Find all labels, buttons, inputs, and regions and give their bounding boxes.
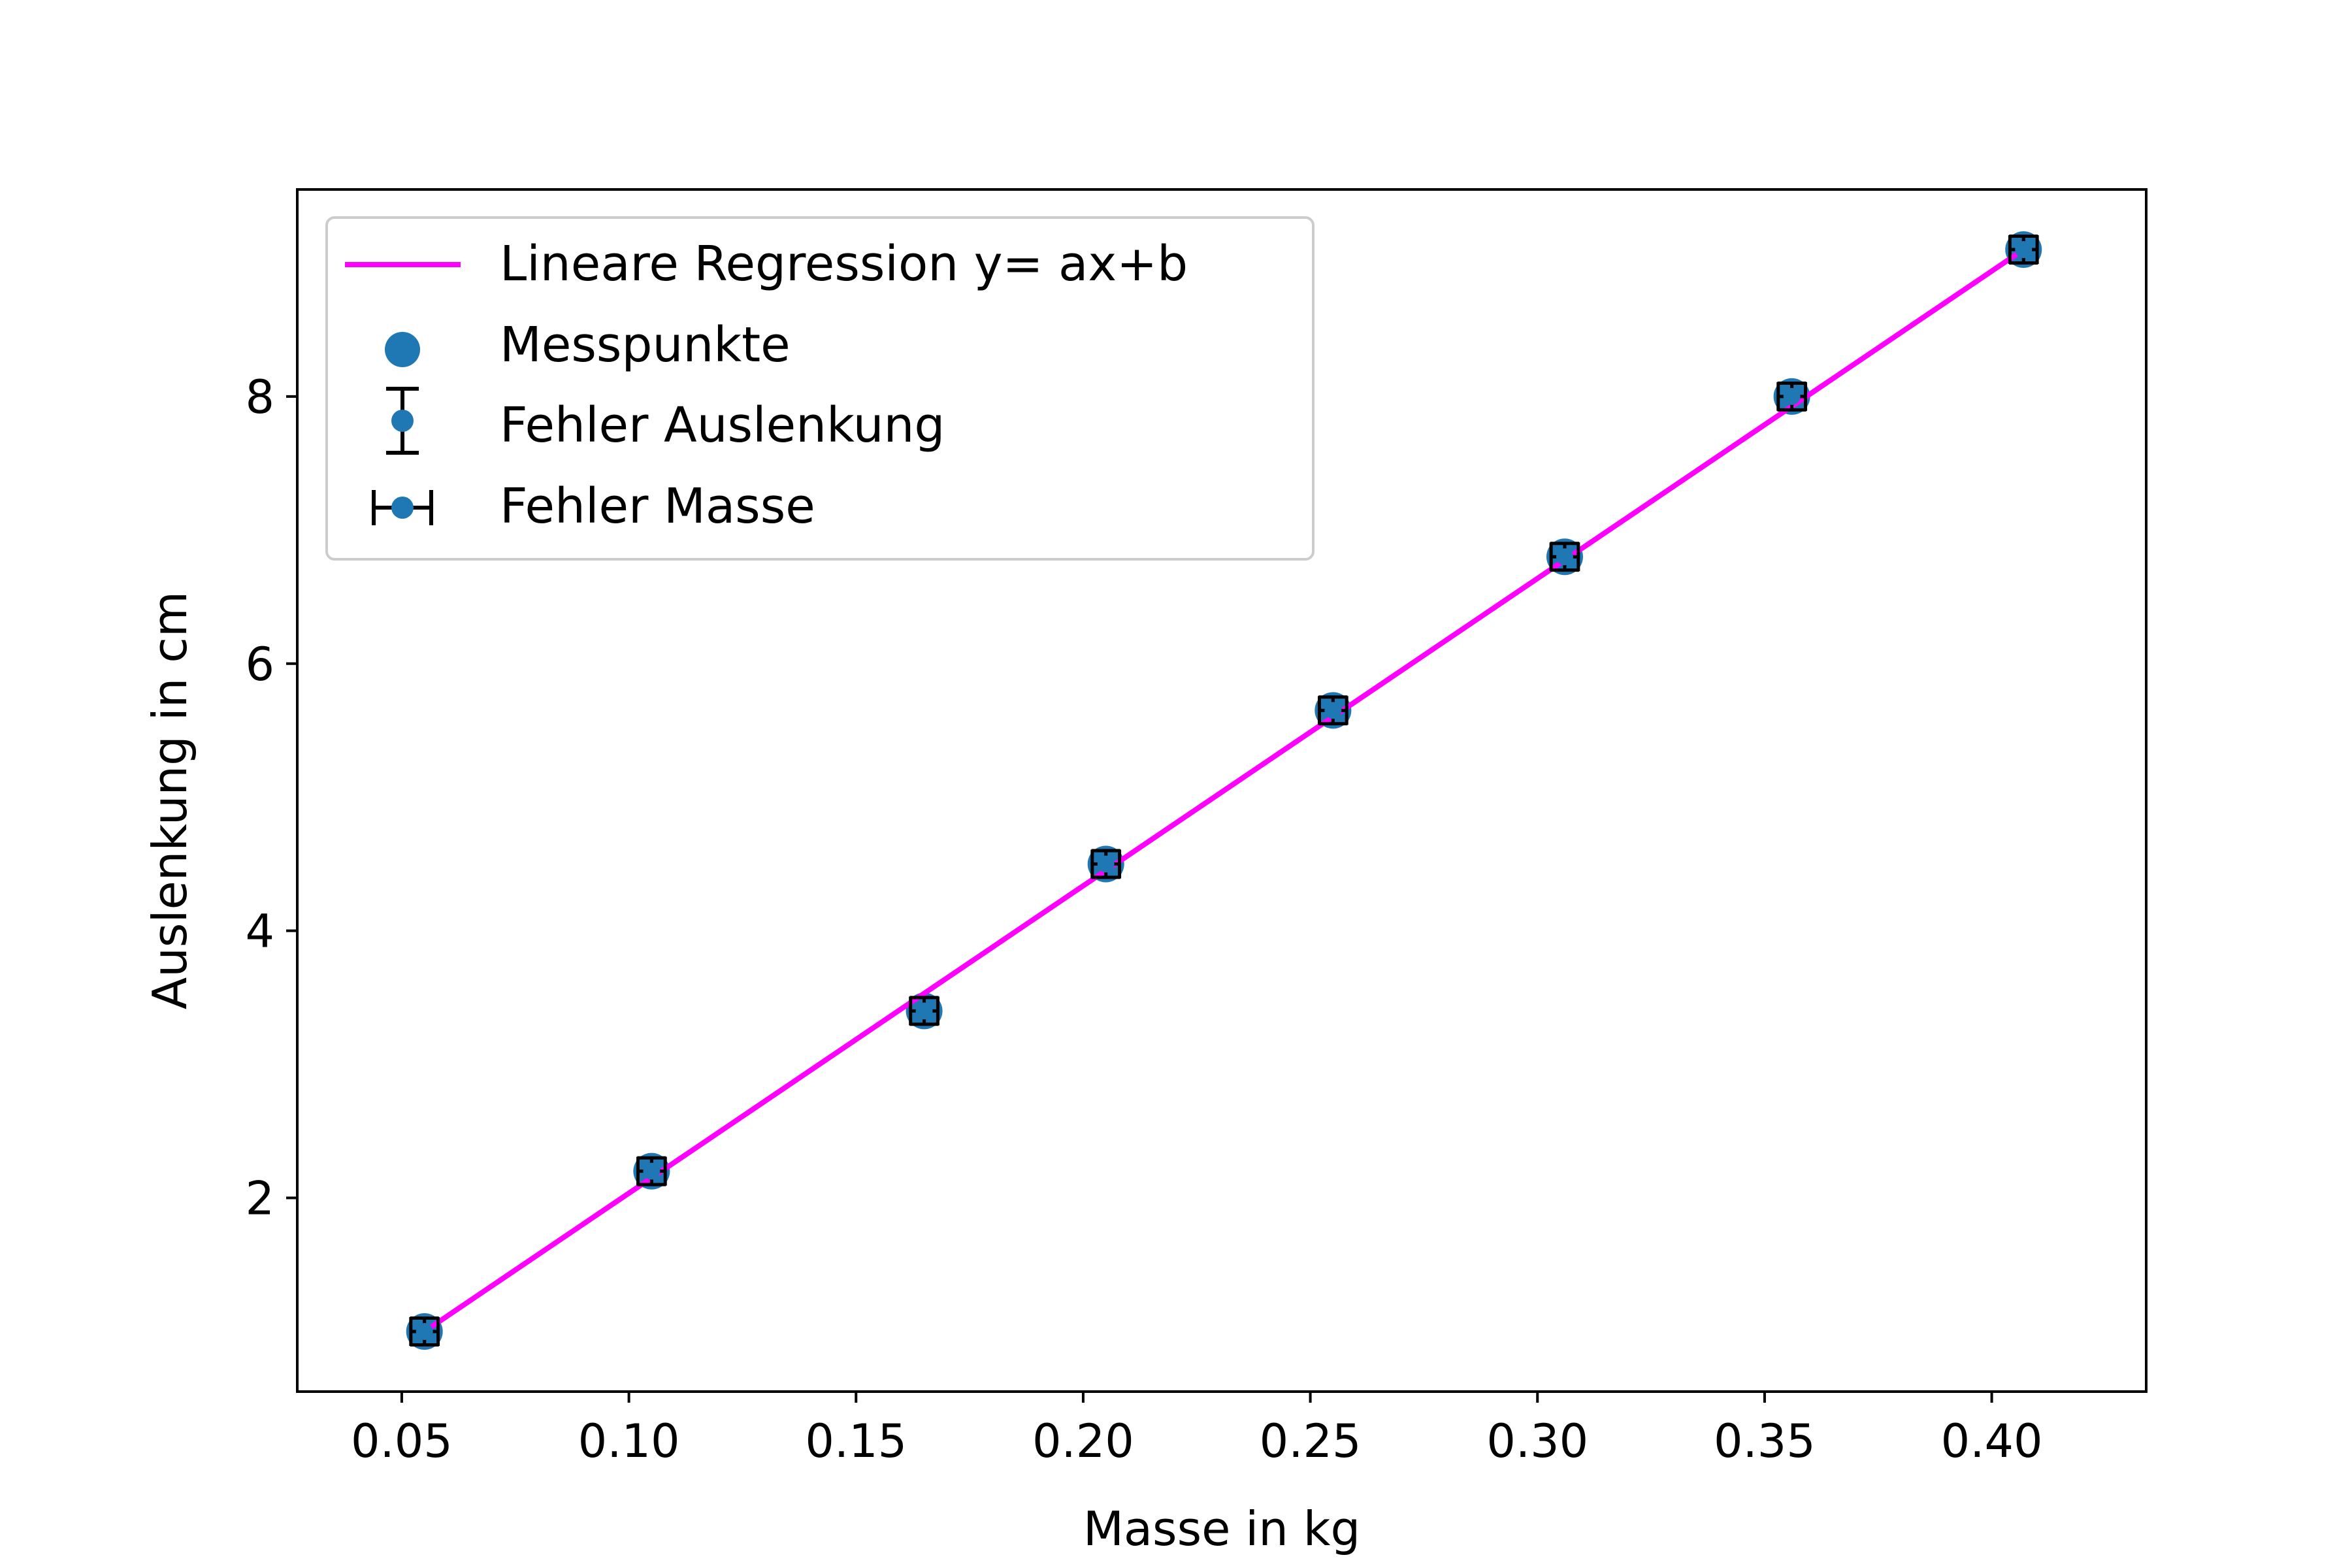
y-tick-label: 4	[245, 905, 274, 958]
error-bar-center	[915, 1002, 933, 1020]
legend-marker-y-error	[386, 387, 419, 455]
legend-label-x-error: Fehler Masse	[500, 478, 815, 534]
error-bar-center	[1556, 548, 1573, 566]
plot-frame	[296, 188, 2148, 1393]
legend-marker-x-error	[372, 490, 433, 525]
x-error-bar	[1317, 696, 1348, 725]
legend: Lineare Regression y= ax+b Messpunkte Fe…	[325, 216, 1315, 561]
error-bar-center	[416, 1323, 433, 1340]
x-axis-label: Masse in kg	[1083, 1501, 1360, 1556]
x-error-bar	[409, 1317, 440, 1346]
x-error-bar	[636, 1156, 667, 1186]
y-axis-label: Auslenkung in cm	[142, 591, 197, 1009]
x-tick-label: 0.40	[1941, 1414, 2043, 1468]
x-error-bar	[2008, 235, 2039, 264]
x-error-bar	[1776, 382, 1808, 411]
x-error-bar	[909, 996, 939, 1026]
error-bar-center	[643, 1162, 661, 1180]
legend-marker-points	[385, 332, 420, 367]
x-tick-label: 0.35	[1714, 1414, 1816, 1468]
error-bar-center	[1783, 387, 1801, 405]
y-tick-label: 2	[245, 1172, 274, 1226]
x-tick-label: 0.10	[578, 1414, 680, 1468]
x-error-bar	[1549, 542, 1580, 572]
legend-label-points: Messpunkte	[500, 317, 791, 373]
x-error-bar	[1090, 849, 1122, 879]
legend-label-regression: Lineare Regression y= ax+b	[500, 236, 1188, 292]
error-bar-center	[1324, 702, 1342, 719]
y-axis: 2 4 6 8	[245, 370, 297, 1226]
y-tick-label: 8	[245, 370, 274, 424]
x-tick-label: 0.30	[1486, 1414, 1588, 1468]
error-bar-center	[2015, 241, 2033, 258]
x-tick-label: 0.25	[1260, 1414, 1362, 1468]
x-tick-label: 0.05	[351, 1414, 453, 1468]
x-tick-label: 0.15	[805, 1414, 907, 1468]
x-tick-label: 0.20	[1032, 1414, 1134, 1468]
legend-label-y-error: Fehler Auslenkung	[500, 397, 945, 453]
x-axis: 0.05 0.10 0.15 0.20 0.25 0.30 0.35 0.40	[351, 1392, 2043, 1468]
legend-box	[325, 216, 1315, 561]
error-bar-center	[1097, 855, 1115, 873]
regression-line	[423, 247, 2025, 1334]
plot-content	[406, 231, 2042, 1350]
y-tick-label: 6	[245, 638, 274, 691]
